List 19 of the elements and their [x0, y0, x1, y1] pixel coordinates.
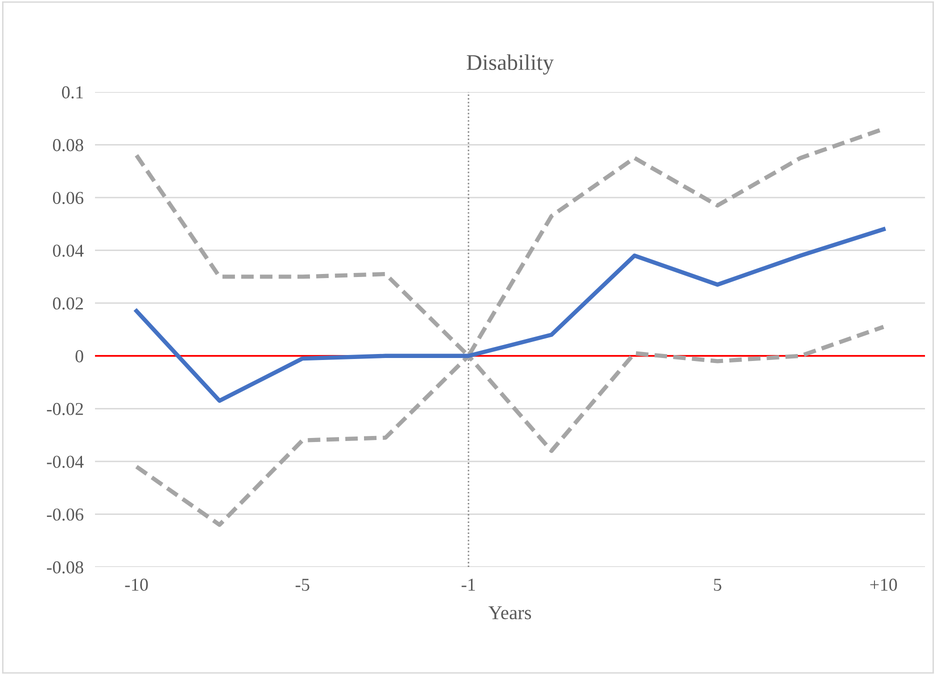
x-tick-label: -10	[125, 578, 148, 591]
y-tick-label: 0.06	[52, 192, 84, 204]
y-tick-label: 0.04	[52, 244, 84, 257]
chart-title: Disability	[466, 54, 554, 75]
y-tick-label: -0.04	[46, 456, 84, 468]
y-tick-label: 0.1	[62, 86, 83, 99]
y-tick-label: -0.08	[46, 561, 84, 574]
x-tick-label: -5	[296, 578, 310, 591]
x-tick-label: 5	[714, 578, 722, 591]
x-axis-title: Years	[488, 606, 531, 620]
y-tick-label: 0	[76, 350, 84, 362]
line-series	[134, 324, 886, 527]
y-tick-label: -0.06	[46, 508, 84, 521]
line-series	[134, 227, 886, 403]
y-tick-label: 0.08	[52, 139, 84, 152]
x-tick-label: -1	[462, 578, 475, 591]
x-tick-label: +10	[870, 578, 897, 591]
y-tick-label: 0.02	[52, 297, 83, 310]
y-tick-label: -0.02	[46, 402, 83, 416]
